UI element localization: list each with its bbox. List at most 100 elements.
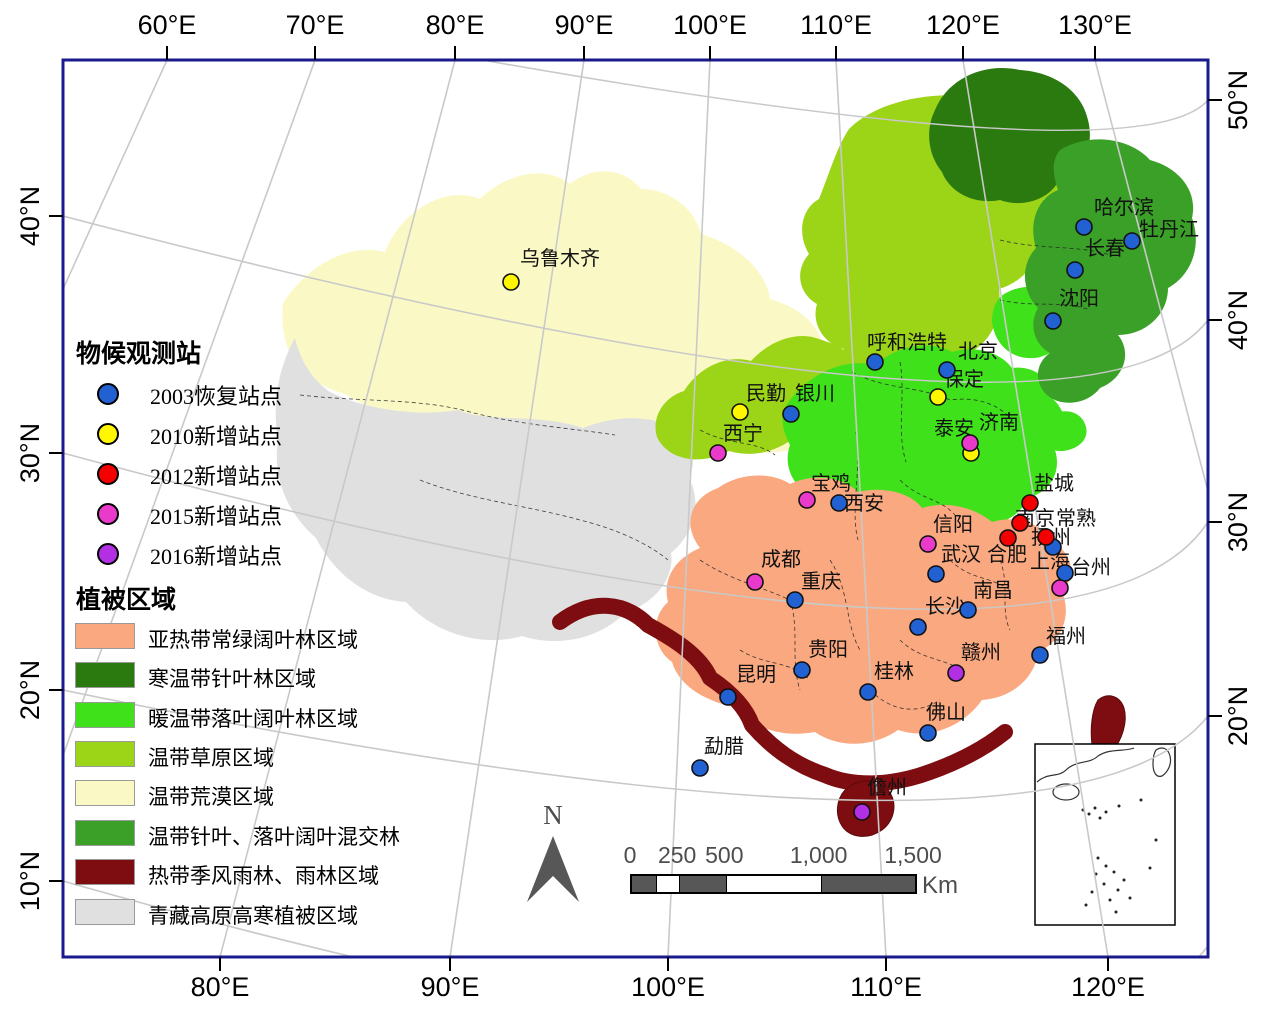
axis-label-top: 100°E — [673, 10, 747, 40]
axis-label-top: 90°E — [554, 10, 614, 40]
graticule-meridian — [219, 60, 456, 957]
city-label: 扬州 — [1031, 527, 1071, 549]
province-border — [854, 431, 859, 541]
veg-swatch-cold_conifer — [75, 662, 135, 688]
map-frame — [61, 58, 1210, 959]
station-legend-dot-y2003 — [97, 383, 119, 405]
city-label: 哈尔滨 — [1094, 197, 1154, 219]
inset-island — [1087, 812, 1091, 816]
veg-legend-label: 温带针叶、落叶阔叶混交林 — [148, 825, 400, 849]
scale-segment — [655, 876, 680, 892]
region-tropical — [552, 597, 1013, 792]
province-border — [899, 361, 907, 463]
station-legend-dot-y2010 — [97, 423, 119, 445]
city-label: 福州 — [1046, 626, 1086, 648]
city-label: 银川 — [795, 383, 835, 405]
graticule-meridian — [835, 60, 887, 957]
scale-segment — [679, 876, 727, 892]
province-border — [999, 299, 1091, 311]
station-legend-dot-y2015 — [97, 503, 119, 525]
city-label: 赣州 — [961, 642, 1001, 664]
inset-island — [1090, 890, 1094, 894]
inset-island — [1116, 888, 1120, 892]
north-arrow-icon — [527, 836, 579, 902]
station-legend-label: 2016新增站点 — [150, 544, 283, 569]
axis-label-left: 40°N — [15, 185, 45, 247]
city-label: 保定 — [944, 369, 984, 391]
axis-label-bottom: 100°E — [631, 972, 705, 1002]
inset-island — [1112, 870, 1116, 874]
city-label: 合肥 — [987, 544, 1027, 566]
scale-unit: Km — [922, 872, 958, 899]
veg-legend-label: 温带草原区域 — [148, 746, 274, 770]
axis-label-bottom: 110°E — [850, 972, 922, 1002]
vegetation-regions — [275, 67, 1196, 837]
axis-label-left: 10°N — [15, 850, 45, 912]
graticule-parallel — [63, 689, 1208, 802]
scale-number: 250 — [657, 842, 697, 868]
veg-swatch-plateau — [75, 899, 135, 925]
veg-swatch-desert — [75, 780, 135, 806]
inset-island — [1139, 798, 1143, 802]
axis-ticks — [49, 46, 1222, 971]
inset-island — [1122, 878, 1126, 882]
scale-segment — [726, 876, 821, 892]
city-label: 武汉 — [941, 544, 981, 566]
inset-island — [1104, 864, 1108, 868]
graticule-meridian — [63, 60, 168, 292]
province-border — [699, 429, 776, 456]
city-label: 长沙 — [925, 596, 965, 618]
axis-label-bottom: 90°E — [420, 972, 480, 1002]
city-label: 台州 — [1071, 557, 1111, 579]
city-label: 佛山 — [926, 702, 966, 724]
graticule-meridian — [1094, 60, 1208, 495]
scale-segment — [820, 876, 915, 892]
inset-island — [1108, 898, 1112, 902]
graticule-parallel — [63, 452, 1208, 610]
inset-island — [1093, 806, 1097, 810]
axis-label-top: 130°E — [1058, 10, 1132, 40]
inset-island — [1096, 856, 1100, 860]
graticule-parallel — [63, 880, 1208, 957]
veg-legend-label: 青藏高原高寒植被区域 — [148, 904, 358, 928]
city-label: 泰安 — [934, 418, 974, 440]
veg-legend-label: 亚热带常绿阔叶林区域 — [148, 628, 358, 652]
inset-island — [1098, 816, 1102, 820]
vegetation-legend-title: 植被区域 — [76, 587, 177, 614]
axis-label-top: 110°E — [800, 10, 872, 40]
inset-island — [1114, 910, 1118, 914]
province-border — [899, 479, 956, 516]
inset-island — [1117, 804, 1121, 808]
province-border — [419, 479, 669, 561]
region-subtropical — [655, 475, 1072, 744]
city-label: 乌鲁木齐 — [520, 248, 600, 270]
city-label: 上海 — [1030, 551, 1070, 573]
city-label: 宝鸡 — [811, 473, 851, 495]
south-china-sea-inset — [1034, 743, 1176, 926]
axis-label-bottom: 80°E — [190, 972, 250, 1002]
inset-island — [1102, 882, 1106, 886]
city-label: 重庆 — [801, 571, 841, 593]
city-label: 昆明 — [736, 664, 776, 686]
scale-number: 1,000 — [789, 842, 848, 868]
city-label: 勐腊 — [704, 736, 744, 758]
axis-label-right: 30°N — [1223, 491, 1253, 553]
graticule-parallel — [478, 60, 1208, 132]
veg-swatch-warm_deciduous — [75, 702, 135, 728]
axis-label-right: 20°N — [1223, 685, 1253, 747]
province-border — [949, 559, 1011, 591]
scale-number: 500 — [705, 842, 744, 868]
province-border — [999, 559, 1011, 631]
city-label: 西宁 — [723, 423, 763, 445]
station-legend-label: 2003恢复站点 — [150, 384, 283, 409]
veg-legend-label: 温带荒漠区域 — [148, 785, 274, 809]
graticule-meridian — [667, 60, 711, 957]
veg-legend-label: 暖温带落叶阔叶林区域 — [148, 707, 358, 731]
graticule-parallel — [63, 215, 1208, 384]
axis-label-top: 70°E — [285, 10, 345, 40]
inset-island — [1128, 896, 1132, 900]
axis-label-top: 80°E — [425, 10, 485, 40]
city-label: 桂林 — [874, 661, 914, 683]
